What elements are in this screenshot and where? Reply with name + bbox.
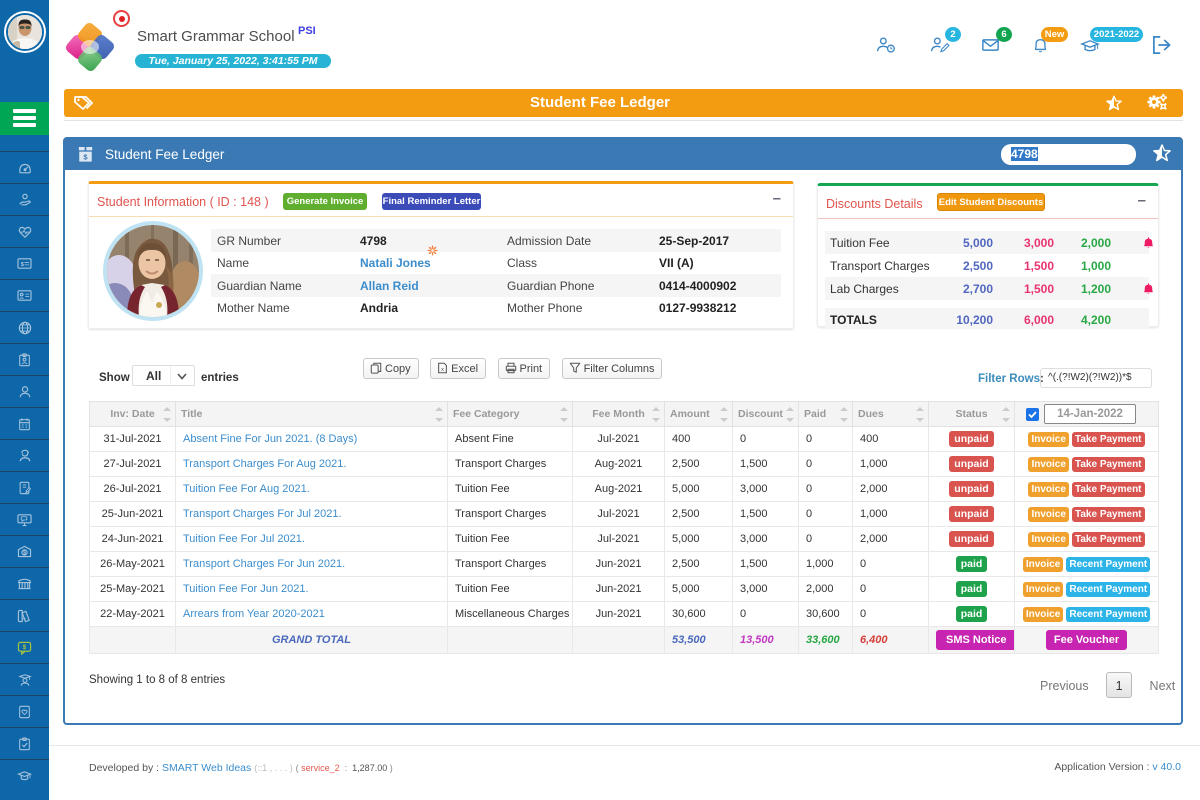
svg-text:$: $ — [21, 262, 25, 268]
svg-text:x: x — [441, 367, 444, 373]
svg-text:$: $ — [83, 153, 88, 162]
svg-text:$: $ — [23, 644, 27, 651]
svg-text:$: $ — [23, 550, 26, 556]
